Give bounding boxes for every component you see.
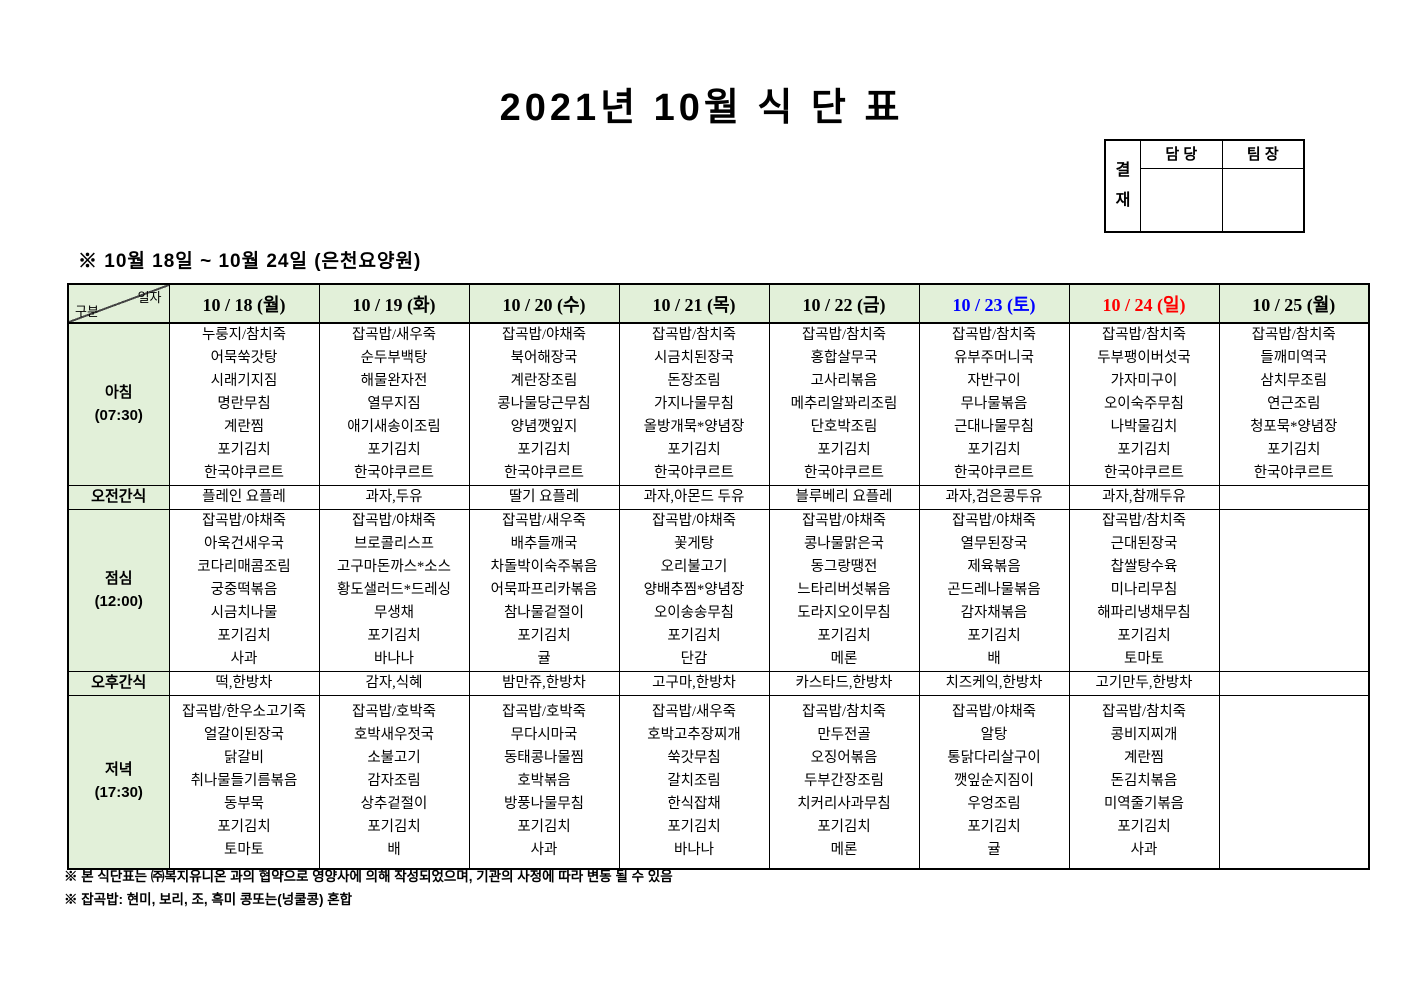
menu-cell-dinner-day3: 잡곡밥/호박죽 무다시마국 동태콩나물찜 호박볶음 방풍나물무침 포기김치 사과 — [468, 695, 620, 869]
menu-cell-dinner-day1: 잡곡밥/한우소고기죽 얼갈이된장국 닭갈비 취나물들기름볶음 동부묵 포기김치 토마토 — [168, 695, 320, 869]
menu-cell-am-snack-day1: 플레인 요플레 — [168, 485, 320, 510]
menu-cell-pm-snack-day5: 카스타드,한방차 — [768, 671, 920, 696]
date-header-6: 10 / 23 (토) — [918, 283, 1070, 324]
approval-col-teamlead: 팀 장 — [1221, 141, 1304, 168]
menu-cell-lunch-day7: 잡곡밥/참치죽 근대된장국 찹쌀탕수육 미나리무침 해파리냉채무침 포기김치 토마토 — [1068, 509, 1220, 672]
menu-cell-lunch-day4: 잡곡밥/야채죽 꽃게탕 오리불고기 양배추찜*양념장 오이송송무침 포기김치 단감 — [618, 509, 770, 672]
menu-cell-lunch-day3: 잡곡밥/새우죽 배추들깨국 차돌박이숙주볶음 어묵파프리카볶음 참나물겉절이 포기김치 귤 — [468, 509, 620, 672]
menu-cell-dinner-day7: 잡곡밥/참치죽 콩비지찌개 계란찜 돈김치볶음 미역줄기볶음 포기김치 사과 — [1068, 695, 1220, 869]
approval-box: 결재 담 당 팀 장 — [1104, 139, 1305, 233]
meal-table: 일자 구분 10 / 18 (월) 10 / 19 (화) 10 / 20 (수) 1… — [67, 283, 1370, 870]
approval-stamp-label: 결재 — [1106, 141, 1141, 231]
row-dinner: 저녁 (17:30) 잡곡밥/한우소고기죽 얼갈이된장국 닭갈비 취나물들기름볶음 동부묵 포… — [67, 695, 1370, 869]
menu-cell-breakfast-day3: 잡곡밥/야채죽 북어해장국 계란장조림 콩나물당근무침 양념깻잎지 포기김치 한국야쿠르트 — [468, 322, 620, 486]
menu-cell-breakfast-day1: 누룽지/참치죽 어묵쑥갓탕 시래기지짐 명란무침 계란찜 포기김치 한국야쿠르트 — [168, 322, 320, 486]
menu-cell-am-snack-day5: 블루베리 요플레 — [768, 485, 920, 510]
menu-cell-lunch-day2: 잡곡밥/야채죽 브로콜리스프 고구마돈까스*소스 황도샐러드*드레싱 무생채 포기김치 바나… — [318, 509, 470, 672]
menu-cell-pm-snack-day7: 고기만두,한방차 — [1068, 671, 1220, 696]
row-label-pm-snack: 오후간식 — [67, 671, 170, 696]
date-header-4: 10 / 21 (목) — [618, 283, 770, 324]
menu-cell-breakfast-day6: 잡곡밥/참치죽 유부주머니국 자반구이 무나물볶음 근대나물무침 포기김치 한국야쿠르트 — [918, 322, 1070, 486]
menu-cell-am-snack-day8 — [1218, 485, 1370, 510]
menu-cell-dinner-day6: 잡곡밥/야채죽 알탕 통닭다리살구이 깻잎순지짐이 우엉조림 포기김치 귤 — [918, 695, 1070, 869]
row-label-lunch: 점심 (12:00) — [67, 509, 170, 672]
page-title: 2021년 10월 식 단 표 — [499, 87, 904, 129]
menu-cell-lunch-day8 — [1218, 509, 1370, 672]
approval-signature-manager — [1141, 169, 1222, 231]
menu-cell-lunch-day5: 잡곡밥/야채죽 콩나물맑은국 동그랑땡전 느타리버섯볶음 도라지오이무침 포기김치 메론 — [768, 509, 920, 672]
menu-cell-dinner-day5: 잡곡밥/참치죽 만두전골 오징어볶음 두부간장조림 치커리사과무침 포기김치 메론 — [768, 695, 920, 869]
menu-cell-dinner-day4: 잡곡밥/새우죽 호박고추장찌개 쑥갓무침 갈치조림 한식잡채 포기김치 바나나 — [618, 695, 770, 869]
corner-date-label: 일자 — [137, 290, 162, 305]
menu-cell-pm-snack-day4: 고구마,한방차 — [618, 671, 770, 696]
row-breakfast: 아침 (07:30) 누룽지/참치죽 어묵쑥갓탕 시래기지짐 명란무침 계란찜 포기김치 한국야… — [67, 322, 1370, 486]
approval-col-manager: 담 당 — [1165, 146, 1198, 163]
date-header-5: 10 / 22 (금) — [768, 283, 920, 324]
menu-cell-pm-snack-day6: 치즈케익,한방차 — [918, 671, 1070, 696]
menu-cell-am-snack-day7: 과자,참깨두유 — [1068, 485, 1220, 510]
row-am-snack: 오전간식 플레인 요플레 과자,두유 딸기 요플레 과자,아몬드 두유 블루베리 요플레 과… — [67, 485, 1370, 510]
menu-cell-breakfast-day5: 잡곡밥/참치죽 홍합살무국 고사리볶음 메추리알꽈리조림 단호박조림 포기김치 한국야쿠르트 — [768, 322, 920, 486]
date-header-8: 10 / 25 (월) — [1218, 283, 1370, 324]
corner-category-label: 구분 — [75, 304, 99, 319]
row-label-breakfast: 아침 (07:30) — [67, 322, 170, 486]
menu-cell-breakfast-day4: 잡곡밥/참치죽 시금치된장국 돈장조림 가지나물무침 올방개묵*양념장 포기김치 한국야쿠르… — [618, 322, 770, 486]
menu-cell-lunch-day1: 잡곡밥/야채죽 아욱건새우국 코다리매콤조림 궁중떡볶음 시금치나물 포기김치 사과 — [168, 509, 320, 672]
date-header-7: 10 / 24 (일) — [1068, 283, 1220, 324]
approval-stamp-text: 결재 — [1115, 161, 1131, 209]
row-label-am-snack: 오전간식 — [67, 485, 170, 510]
menu-cell-pm-snack-day3: 밤만쥬,한방차 — [468, 671, 620, 696]
menu-cell-am-snack-day2: 과자,두유 — [318, 485, 470, 510]
menu-cell-am-snack-day4: 과자,아몬드 두유 — [618, 485, 770, 510]
footnote-agreement: ※ 본 식단표는 ㈜복지유니온 과의 협약으로 영양사에 의해 작성되었으며, … — [64, 869, 673, 884]
date-header-row: 일자 구분 10 / 18 (월) 10 / 19 (화) 10 / 20 (수) 1… — [67, 283, 1370, 324]
corner-cell: 일자 구분 — [67, 283, 170, 324]
approval-signature-teamlead — [1221, 169, 1304, 231]
week-range-subtitle: ※ 10월 18일 ~ 10월 24일 (은천요양원) — [78, 251, 422, 272]
approval-signature-row — [1141, 169, 1303, 231]
menu-cell-lunch-day6: 잡곡밥/야채죽 열무된장국 제육볶음 곤드레나물볶음 감자채볶음 포기김치 배 — [918, 509, 1070, 672]
menu-cell-breakfast-day7: 잡곡밥/참치죽 두부팽이버섯국 가자미구이 오이숙주무침 나박물김치 포기김치 한국야쿠르트 — [1068, 322, 1220, 486]
menu-cell-dinner-day8 — [1218, 695, 1370, 869]
date-header-1: 10 / 18 (월) — [168, 283, 320, 324]
menu-cell-pm-snack-day8 — [1218, 671, 1370, 696]
date-header-3: 10 / 20 (수) — [468, 283, 620, 324]
footnote-multigrain: ※ 잡곡밥: 현미, 보리, 조, 흑미 콩또는(넝쿨콩) 혼합 — [64, 891, 353, 907]
menu-cell-am-snack-day6: 과자,검은콩두유 — [918, 485, 1070, 510]
footnotes: ※ 본 식단표는 ㈜복지유니온 과의 협약으로 영양사에 의해 작성되었으며, … — [64, 866, 673, 912]
menu-cell-pm-snack-day2: 감자,식혜 — [318, 671, 470, 696]
menu-cell-breakfast-day2: 잡곡밥/새우죽 순두부백탕 해물완자전 열무지짐 애기새송이조림 포기김치 한국야쿠르트 — [318, 322, 470, 486]
menu-cell-pm-snack-day1: 떡,한방차 — [168, 671, 320, 696]
row-lunch: 점심 (12:00) 잡곡밥/야채죽 아욱건새우국 코다리매콤조림 궁중떡볶음 시금치나물 포… — [67, 509, 1370, 672]
menu-cell-am-snack-day3: 딸기 요플레 — [468, 485, 620, 510]
row-label-dinner: 저녁 (17:30) — [67, 695, 170, 869]
date-header-2: 10 / 19 (화) — [318, 283, 470, 324]
menu-cell-dinner-day2: 잡곡밥/호박죽 호박새우젓국 소불고기 감자조림 상추겉절이 포기김치 배 — [318, 695, 470, 869]
approval-header-row: 담 당 팀 장 — [1141, 141, 1303, 169]
row-pm-snack: 오후간식 떡,한방차 감자,식혜 밤만쥬,한방차 고구마,한방차 카스타드,한방차 치즈케익… — [67, 671, 1370, 696]
menu-cell-breakfast-day8: 잡곡밥/참치죽 들깨미역국 삼치무조림 연근조림 청포묵*양념장 포기김치 한국야쿠르트 — [1218, 322, 1370, 486]
approval-columns: 담 당 팀 장 — [1141, 141, 1303, 231]
